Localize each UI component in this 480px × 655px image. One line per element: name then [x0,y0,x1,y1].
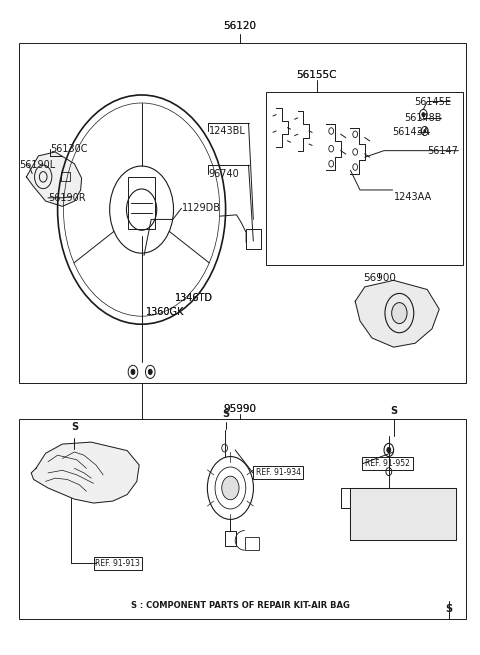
Text: S: S [71,422,78,432]
Text: 95990: 95990 [224,404,256,415]
Text: 1360GK: 1360GK [146,307,185,318]
Text: 95990: 95990 [224,404,256,415]
Bar [61,172,70,181]
Bar [253,466,303,479]
Bar [128,177,155,229]
Text: 56155C: 56155C [297,70,337,81]
Text: S: S [390,406,397,416]
Circle shape [392,303,407,324]
Polygon shape [26,152,82,206]
Text: REF. 91-952: REF. 91-952 [365,459,410,468]
Bar [94,557,142,570]
Bar [245,537,259,550]
Text: 56145E: 56145E [414,96,451,107]
Text: 56900: 56900 [363,273,396,284]
Circle shape [222,476,239,500]
Text: 56148B: 56148B [404,113,442,123]
Bar [362,457,413,470]
Bar [19,419,466,619]
Circle shape [387,447,391,453]
Bar [19,43,466,383]
Circle shape [148,369,152,375]
Text: 56190L: 56190L [19,160,56,170]
Text: 96740: 96740 [209,168,240,179]
Text: 56120: 56120 [224,21,256,31]
Text: 1346TD: 1346TD [175,293,213,303]
Bar [266,92,463,265]
Text: REF. 91-913: REF. 91-913 [95,559,140,568]
Circle shape [424,130,426,132]
Text: 56143A: 56143A [392,127,430,138]
Text: 1243AA: 1243AA [394,191,432,202]
Text: 56147: 56147 [428,145,458,156]
Text: S: S [445,604,452,614]
Text: 1129DB: 1129DB [182,203,221,214]
Text: 1346TD: 1346TD [175,293,213,303]
Bar [225,531,236,546]
Bar [246,229,261,249]
Text: 56190R: 56190R [48,193,85,203]
Text: REF. 91-934: REF. 91-934 [256,468,300,477]
Text: 56120: 56120 [224,21,256,31]
Circle shape [131,369,135,375]
Text: 1243BL: 1243BL [209,126,246,136]
Text: S: S [222,409,229,419]
Text: S : COMPONENT PARTS OF REPAIR KIT-AIR BAG: S : COMPONENT PARTS OF REPAIR KIT-AIR BA… [131,601,349,610]
Text: 56155C: 56155C [297,70,337,81]
Polygon shape [31,442,139,503]
Text: 56130C: 56130C [50,143,88,154]
Text: 1360GK: 1360GK [146,307,185,318]
Polygon shape [350,488,456,540]
Polygon shape [355,280,439,347]
Circle shape [422,113,425,117]
